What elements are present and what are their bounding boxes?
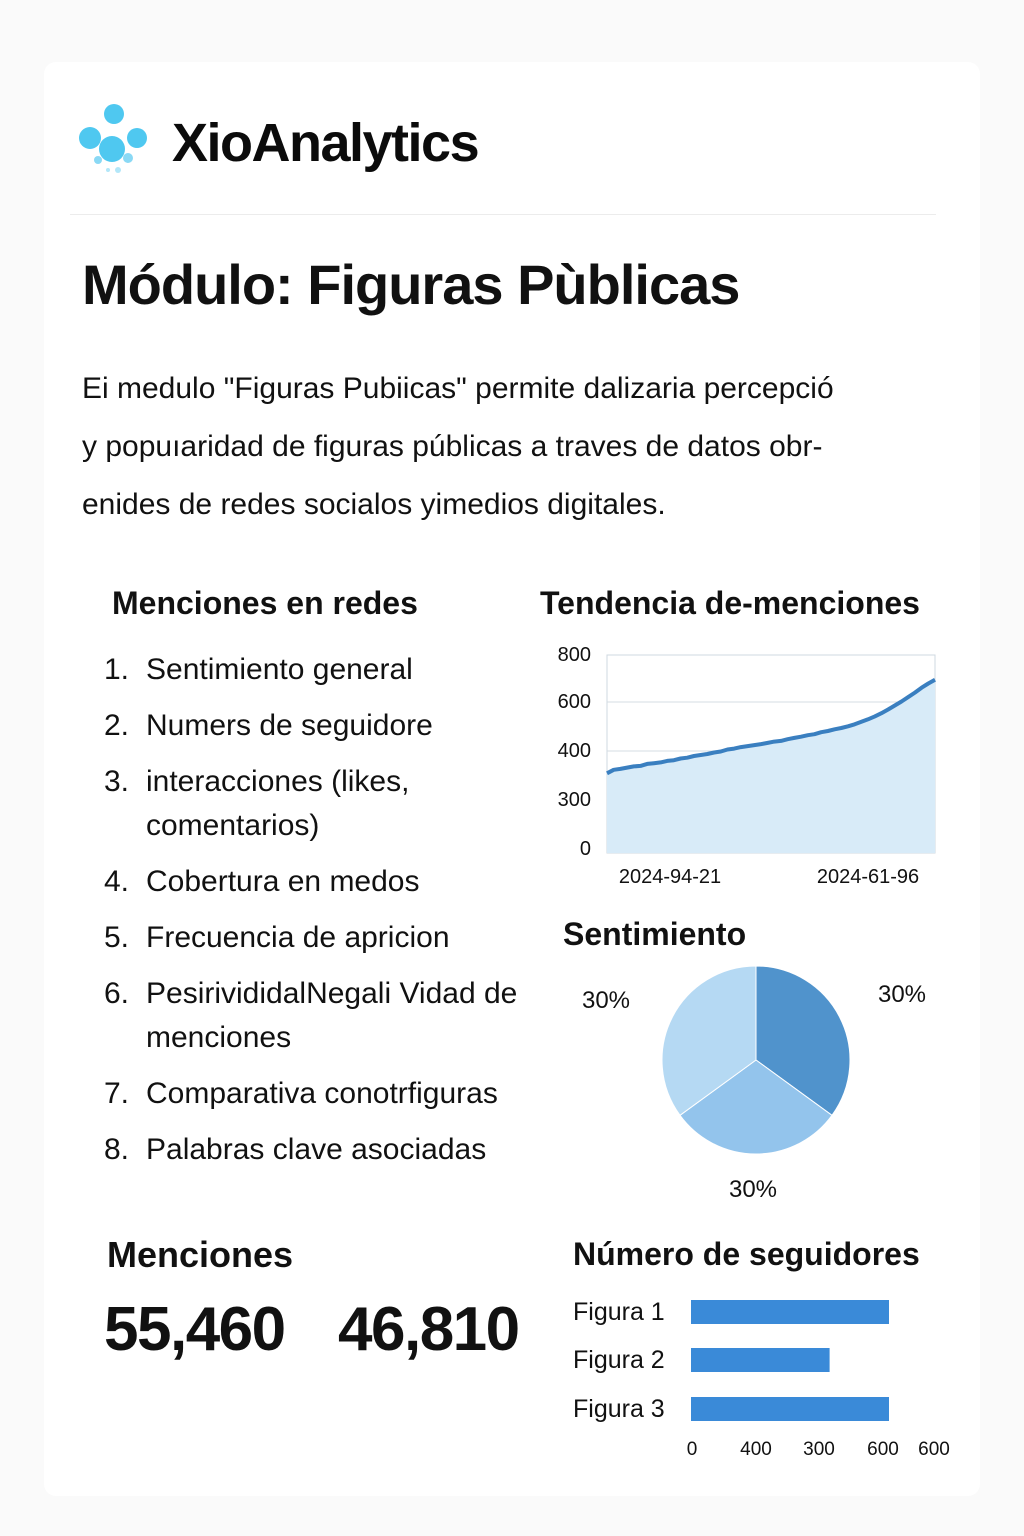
list-item: 3. interacciones (likes, comentarios) (104, 760, 564, 848)
brand-name: XioAnalytics (172, 113, 480, 173)
pie-slice (661, 965, 757, 1116)
pie-slice (679, 1059, 833, 1155)
trend-line (606, 678, 936, 776)
y-tick-label: 0 (580, 838, 591, 860)
pie-label: 30% (878, 981, 926, 1008)
item-number: 7. (104, 1077, 130, 1110)
list-item: 2. Numers de seguidore (104, 704, 564, 748)
list-item: 4. Cobertura en medos (104, 860, 564, 904)
page-title: Módulo: Figuras Pùblicas (82, 253, 740, 316)
y-tick-label: 600 (558, 691, 591, 713)
item-label: interacciones (likes, comentarios) (146, 765, 410, 842)
bar (691, 1397, 889, 1421)
item-label: Palabras clave asociadas (146, 1133, 487, 1166)
trend-area (607, 679, 935, 853)
x-tick-label: 600 (867, 1439, 899, 1460)
y-tick-label: 300 (558, 789, 591, 811)
item-number: 1. (104, 653, 130, 686)
trend-chart: 800 600 400 300 0 2024-94-21 2024-61-96 (558, 644, 936, 888)
pie-slice (755, 965, 851, 1116)
x-tick-label: 400 (740, 1439, 772, 1460)
list-item: 8. Palabras clave asociadas (104, 1128, 564, 1172)
item-label: PesirivididalNegali Vidad de menciones (146, 977, 518, 1054)
bar (691, 1348, 830, 1372)
bubbles-logo-icon (79, 104, 147, 173)
item-number: 8. (104, 1133, 130, 1166)
list-item: 6. PesirivididalNegali Vidad de menciones (104, 972, 564, 1060)
item-label: Sentimiento general (146, 653, 413, 686)
mentions-list-title: Menciones en redes (112, 585, 418, 621)
bar-category-label: Figura 2 (573, 1346, 665, 1374)
module-description: Ei medulo "Figuras Pubiicas" permite dal… (82, 360, 962, 534)
item-number: 6. (104, 977, 130, 1010)
item-number: 4. (104, 865, 130, 898)
item-label: Cobertura en medos (146, 865, 420, 898)
item-label: Comparativa conotrfiguras (146, 1077, 498, 1110)
list-item: 1. Sentimiento general (104, 648, 564, 692)
list-item: 5. Frecuencia de apricion (104, 916, 564, 960)
item-number: 5. (104, 921, 130, 954)
pie-label: 30% (729, 1176, 777, 1203)
metrics-list: 1. Sentimiento general 2. Numers de seguid… (104, 648, 564, 1184)
pie-label: 30% (582, 987, 630, 1014)
description-line: Ei medulo "Figuras Pubiicas" permite dal… (82, 372, 834, 405)
y-tick-label: 400 (558, 740, 591, 762)
item-label: Frecuencia de apricion (146, 921, 450, 954)
bar-category-label: Figura 3 (573, 1395, 665, 1423)
list-item: 7. Comparativa conotrfiguras (104, 1072, 564, 1116)
item-label: Numers de seguidore (146, 709, 433, 742)
description-line: y popuıaridad de figuras públicas a trav… (82, 430, 823, 463)
header-divider (70, 214, 936, 215)
x-tick-label: 600 (918, 1439, 950, 1460)
sentiment-chart-title: Sentimiento (563, 916, 747, 952)
y-tick-label: 800 (558, 644, 591, 666)
bar-category-label: Figura 1 (573, 1298, 665, 1326)
x-tick-label: 2024-94-21 (619, 866, 721, 888)
followers-bar-chart: Figura 1 Figura 2 Figura 3 0 400 300 600 600 (573, 1298, 950, 1460)
mentions-value: 55,460 (104, 1295, 286, 1364)
followers-chart-title: Número de seguidores (573, 1236, 920, 1272)
item-number: 2. (104, 709, 130, 742)
trend-chart-title: Tendencia de-menciones (540, 585, 920, 621)
mentions-summary-title: Menciones (107, 1234, 294, 1275)
item-number: 3. (104, 765, 130, 798)
sentiment-pie-chart: 30% 30% 30% (582, 965, 926, 1203)
description-line: enides de redes socialos yimedios digita… (82, 488, 666, 521)
bar (691, 1300, 889, 1324)
mentions-value: 46,810 (338, 1295, 520, 1364)
x-tick-label: 300 (803, 1439, 835, 1460)
x-tick-label: 2024-61-96 (817, 866, 919, 888)
x-tick-label: 0 (687, 1439, 698, 1460)
